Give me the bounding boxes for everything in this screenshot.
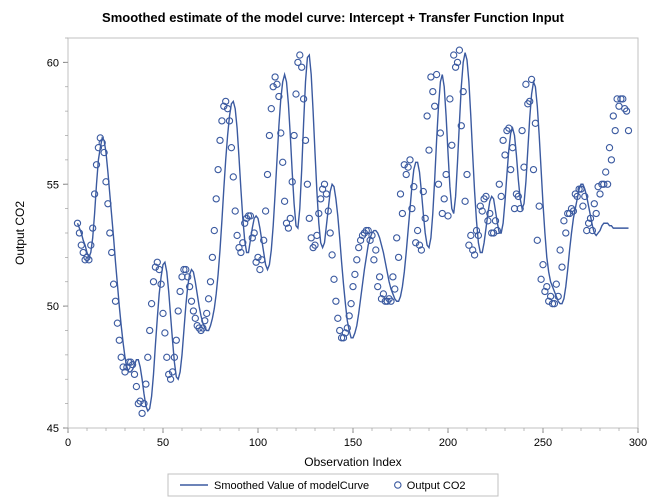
x-axis-label: Observation Index	[304, 455, 401, 469]
chart-svg: Smoothed estimate of the model curve: In…	[0, 0, 666, 500]
x-tick-label: 200	[439, 437, 457, 449]
x-tick-label: 50	[157, 437, 169, 449]
x-tick-label: 300	[629, 437, 647, 449]
x-tick-label: 150	[344, 437, 362, 449]
x-tick-label: 0	[65, 437, 71, 449]
y-tick-label: 60	[47, 57, 59, 69]
y-tick-label: 50	[47, 301, 59, 313]
y-axis-label: Output CO2	[13, 201, 27, 265]
chart-title: Smoothed estimate of the model curve: In…	[102, 10, 565, 25]
x-tick-label: 250	[534, 437, 552, 449]
chart-container: Smoothed estimate of the model curve: In…	[0, 0, 666, 500]
legend-label-marker: Output CO2	[407, 480, 466, 492]
y-tick-label: 45	[47, 423, 59, 435]
y-tick-label: 55	[47, 179, 59, 191]
legend-label-line: Smoothed Value of modelCurve	[214, 480, 369, 492]
x-tick-label: 100	[249, 437, 267, 449]
